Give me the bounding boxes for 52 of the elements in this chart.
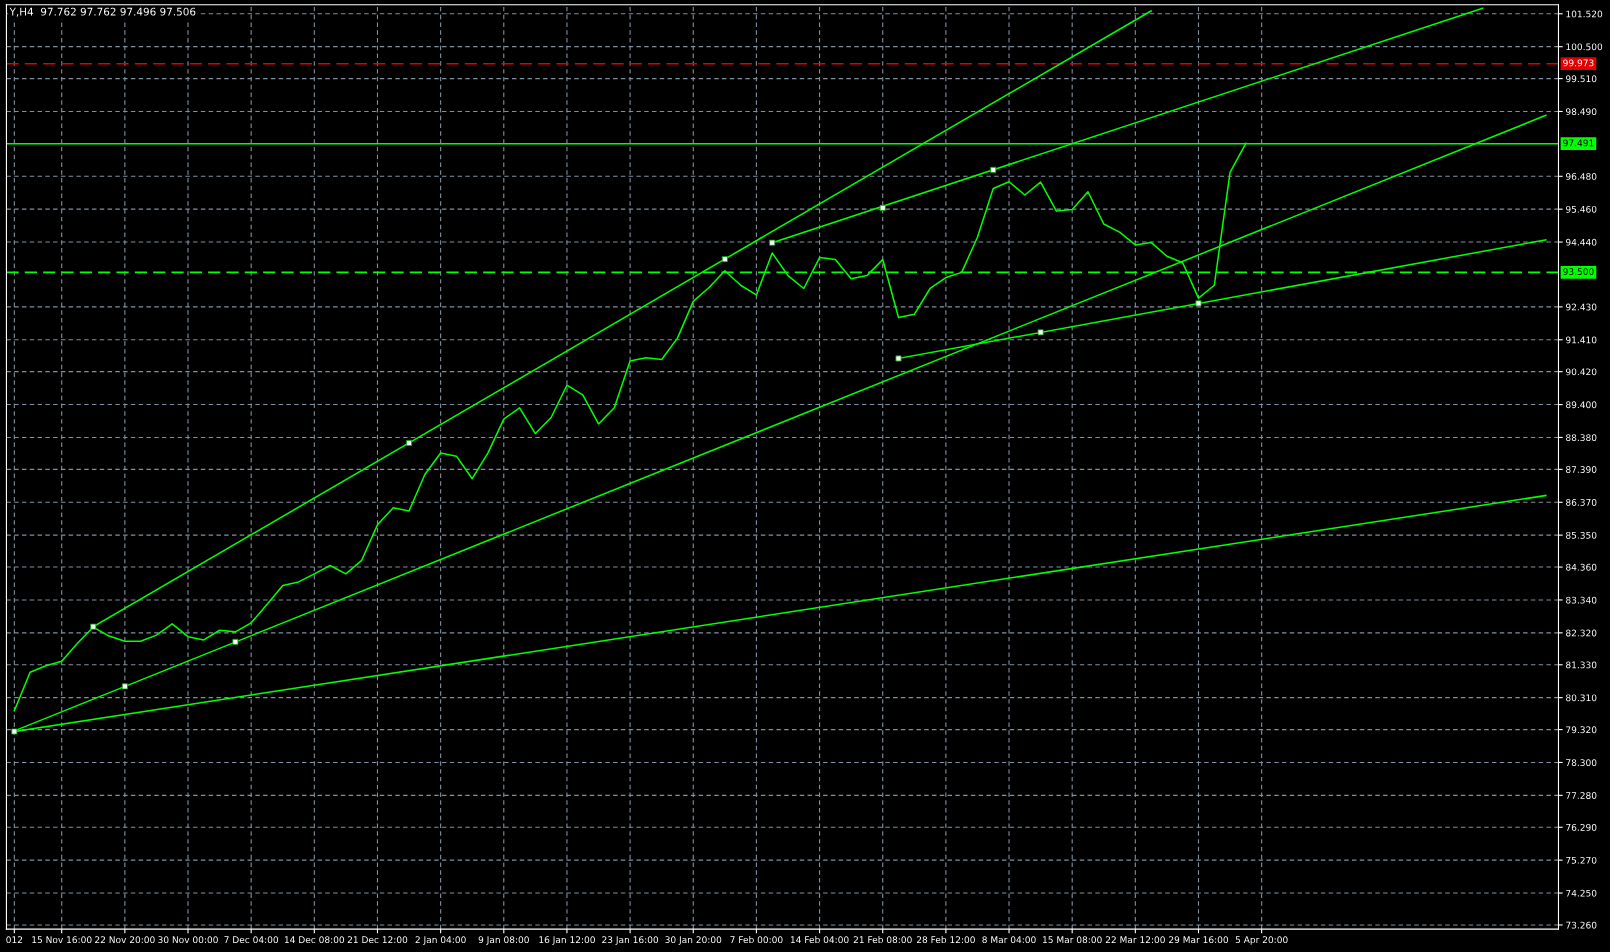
x-tick-label: 21 Dec 12:00 [347, 936, 408, 944]
x-tick-label: 23 Jan 16:00 [602, 936, 659, 945]
y-tick-label: 82.320 [1566, 629, 1597, 637]
y-tick-label: 80.310 [1566, 694, 1597, 702]
x-tick-label: 16 Jan 12:00 [539, 936, 595, 945]
ref-line-label: 99.973 [1563, 59, 1594, 67]
y-tick-label: 84.360 [1566, 563, 1597, 571]
y-tick-label: 99.510 [1565, 75, 1597, 83]
x-tick-label: 15 Mar 08:00 [1043, 936, 1102, 944]
x-tick-label: 14 Dec 08:00 [284, 936, 345, 944]
x-tick-label: 9 Jan 08:00 [478, 936, 529, 945]
x-tick-label: 15 Nov 16:00 [32, 936, 92, 944]
chart-title: Y,H4 97.762 97.762 97.496 97.506 [9, 7, 196, 17]
y-tick-label: 100.500 [1566, 43, 1603, 51]
y-tick-label: 89.400 [1566, 401, 1597, 409]
x-tick-label: 5 Apr 20:00 [1235, 936, 1288, 945]
x-tick-label: 30 Nov 00:00 [158, 936, 218, 944]
y-tick-label: 75.270 [1566, 856, 1597, 864]
ref-line-label: 97.491 [1563, 139, 1594, 147]
x-tick-label: 7 Dec 04:00 [224, 936, 279, 944]
x-tick-label: 28 Feb 12:00 [916, 936, 975, 944]
y-tick-label: 76.290 [1566, 824, 1597, 831]
y-tick-label: 86.370 [1566, 498, 1597, 506]
y-tick-label: 88.380 [1566, 434, 1597, 442]
y-tick-label: 79.320 [1566, 726, 1597, 734]
x-tick-label: 22 Mar 12:00 [1105, 936, 1165, 944]
y-tick-label: 78.300 [1566, 759, 1597, 767]
y-tick-label: 101.520 [1566, 10, 1603, 18]
x-tick-label: 29 Mar 16:00 [1169, 936, 1229, 944]
x-tick-label: 30 Jan 20:00 [665, 936, 722, 945]
y-tick-label: 74.250 [1566, 889, 1597, 897]
x-tick-label: 22 Nov 20:00 [95, 936, 155, 944]
y-tick-label: 92.430 [1565, 303, 1597, 311]
y-tick-label: 85.350 [1566, 531, 1597, 539]
y-tick-label: 98.490 [1565, 108, 1597, 116]
y-tick-label: 91.410 [1565, 336, 1597, 344]
y-tick-label: 83.340 [1566, 596, 1597, 604]
y-tick-label: 87.390 [1566, 466, 1597, 473]
ref-line-label: 93.500 [1563, 268, 1594, 275]
y-tick-label: 95.460 [1565, 205, 1597, 213]
y-tick-label: 81.330 [1566, 661, 1597, 669]
x-tick-label: 7 Feb 00:00 [730, 936, 783, 944]
x-tick-label: 012 [6, 936, 23, 944]
y-tick-label: 96.480 [1565, 173, 1597, 180]
y-tick-label: 90.420 [1565, 368, 1597, 376]
x-tick-label: 2 Jan 04:00 [415, 936, 466, 945]
y-tick-label: 94.440 [1565, 238, 1597, 246]
y-tick-label: 73.260 [1566, 921, 1597, 929]
x-tick-label: 8 Mar 04:00 [982, 936, 1036, 944]
x-tick-label: 14 Feb 04:00 [790, 936, 849, 944]
x-tick-label: 21 Feb 08:00 [853, 936, 912, 944]
y-tick-label: 77.280 [1566, 792, 1597, 799]
